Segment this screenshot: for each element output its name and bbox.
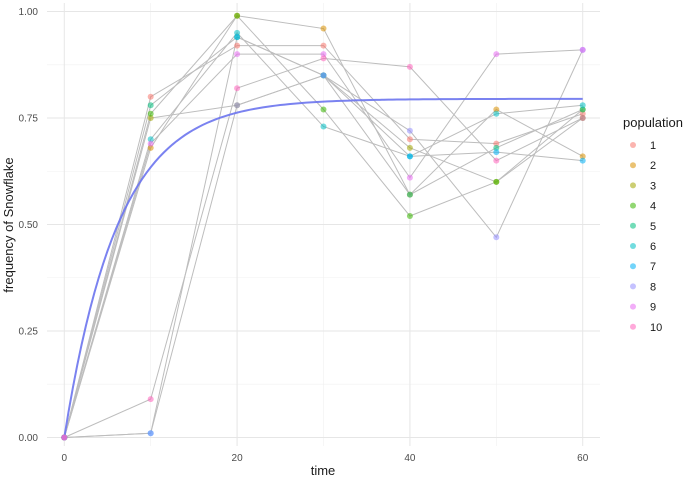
point-pop2-t60 [579,153,586,160]
legend-label-2: 2 [650,160,656,172]
point-pop9-t60 [579,46,586,53]
point-pop2-t10 [147,144,154,151]
point-pop6-t10 [147,136,154,143]
point-pop4-t50 [493,178,500,185]
legend-label-7: 7 [650,261,656,273]
point-pop9-t30 [320,51,327,58]
x-tick-label: 20 [232,453,244,464]
point-pop5-t40 [406,191,413,198]
point-pop1-t50 [493,140,500,147]
y-tick-label: 0.25 [19,326,39,337]
legend-key-5 [630,222,636,229]
x-axis-title: time [311,463,336,478]
point-pop10-t10 [147,396,154,403]
y-tick-label: 0.00 [19,433,39,444]
data-points [61,12,586,441]
point-pop4-t20 [234,12,241,19]
fit-curve-group [63,97,583,438]
y-tick-labels: 0.00 0.25 0.50 0.75 1.00 [19,7,39,444]
point-pop4-t40 [406,212,413,219]
legend-key-7 [630,263,636,270]
y-axis-title: frequency of Snowflake [1,157,16,292]
point-pop8-t20 [234,102,241,109]
x-tick-label: 0 [62,453,68,464]
legend-title: population [623,115,683,130]
point-pop9-t50 [493,51,500,58]
point-pop2-t50 [493,106,500,113]
point-pop7-t60 [579,157,586,164]
legend-label-3: 3 [650,180,656,192]
point-pop5-t10 [147,102,154,109]
legend-key-4 [630,202,636,209]
point-pop7-t50 [493,149,500,156]
point-pop4-t30 [320,106,327,113]
legend-label-10: 10 [650,322,662,334]
point-pop3-t10 [147,115,154,122]
point-pop1-t10 [147,93,154,100]
point-pop5-t60 [579,106,586,113]
legend-label-9: 9 [650,302,656,314]
point-pop9-t40 [406,174,413,181]
point-pop4-t10 [147,110,154,117]
legend-label-6: 6 [650,241,656,253]
legend-label-8: 8 [650,281,656,293]
point-pop8-t40 [406,127,413,134]
legend-key-9 [630,303,636,310]
point-pop10-t0 [61,434,68,441]
point-pop3-t40 [406,144,413,151]
point-pop6-t60 [579,102,586,109]
point-pop8-t50 [493,234,500,241]
point-pop9-t20 [234,51,241,58]
point-pop6-t30 [320,123,327,130]
point-pop7-t20 [234,34,241,41]
fit-curve [63,97,583,438]
point-pop2-t30 [320,25,327,32]
point-pop6-t20 [234,29,241,36]
point-pop10-t20 [234,85,241,92]
legend-key-3 [630,182,636,189]
legend-label-1: 1 [650,140,656,152]
y-tick-label: 0.50 [19,220,39,231]
point-pop7-t40 [406,153,413,160]
legend: 1 2 3 4 5 6 7 8 9 10 [630,140,662,334]
legend-key-10 [630,323,636,330]
point-pop10-t30 [320,55,327,62]
legend-key-8 [630,283,636,290]
point-pop6-t50 [493,110,500,117]
x-tick-label: 60 [577,453,589,464]
point-pop1-t30 [320,42,327,49]
y-tick-label: 0.75 [19,114,39,125]
legend-key-1 [630,142,636,148]
point-pop8-t10 [147,430,154,437]
point-pop1-t40 [406,136,413,143]
point-pop9-t10 [147,140,154,147]
point-pop10-t60 [579,115,586,122]
point-pop8-t30 [320,72,327,79]
legend-label-4: 4 [650,201,656,213]
x-tick-label: 40 [404,453,416,464]
point-pop1-t20 [234,42,241,49]
legend-key-6 [630,243,636,249]
point-pop10-t40 [406,63,413,70]
grid [47,3,600,446]
point-pop1-t60 [579,110,586,117]
point-pop5-t50 [493,144,500,151]
point-pop10-t50 [493,157,500,164]
y-tick-label: 1.00 [19,7,39,18]
x-tick-labels: 0 20 40 60 [62,453,589,464]
legend-label-5: 5 [650,221,656,233]
legend-key-2 [630,162,636,169]
